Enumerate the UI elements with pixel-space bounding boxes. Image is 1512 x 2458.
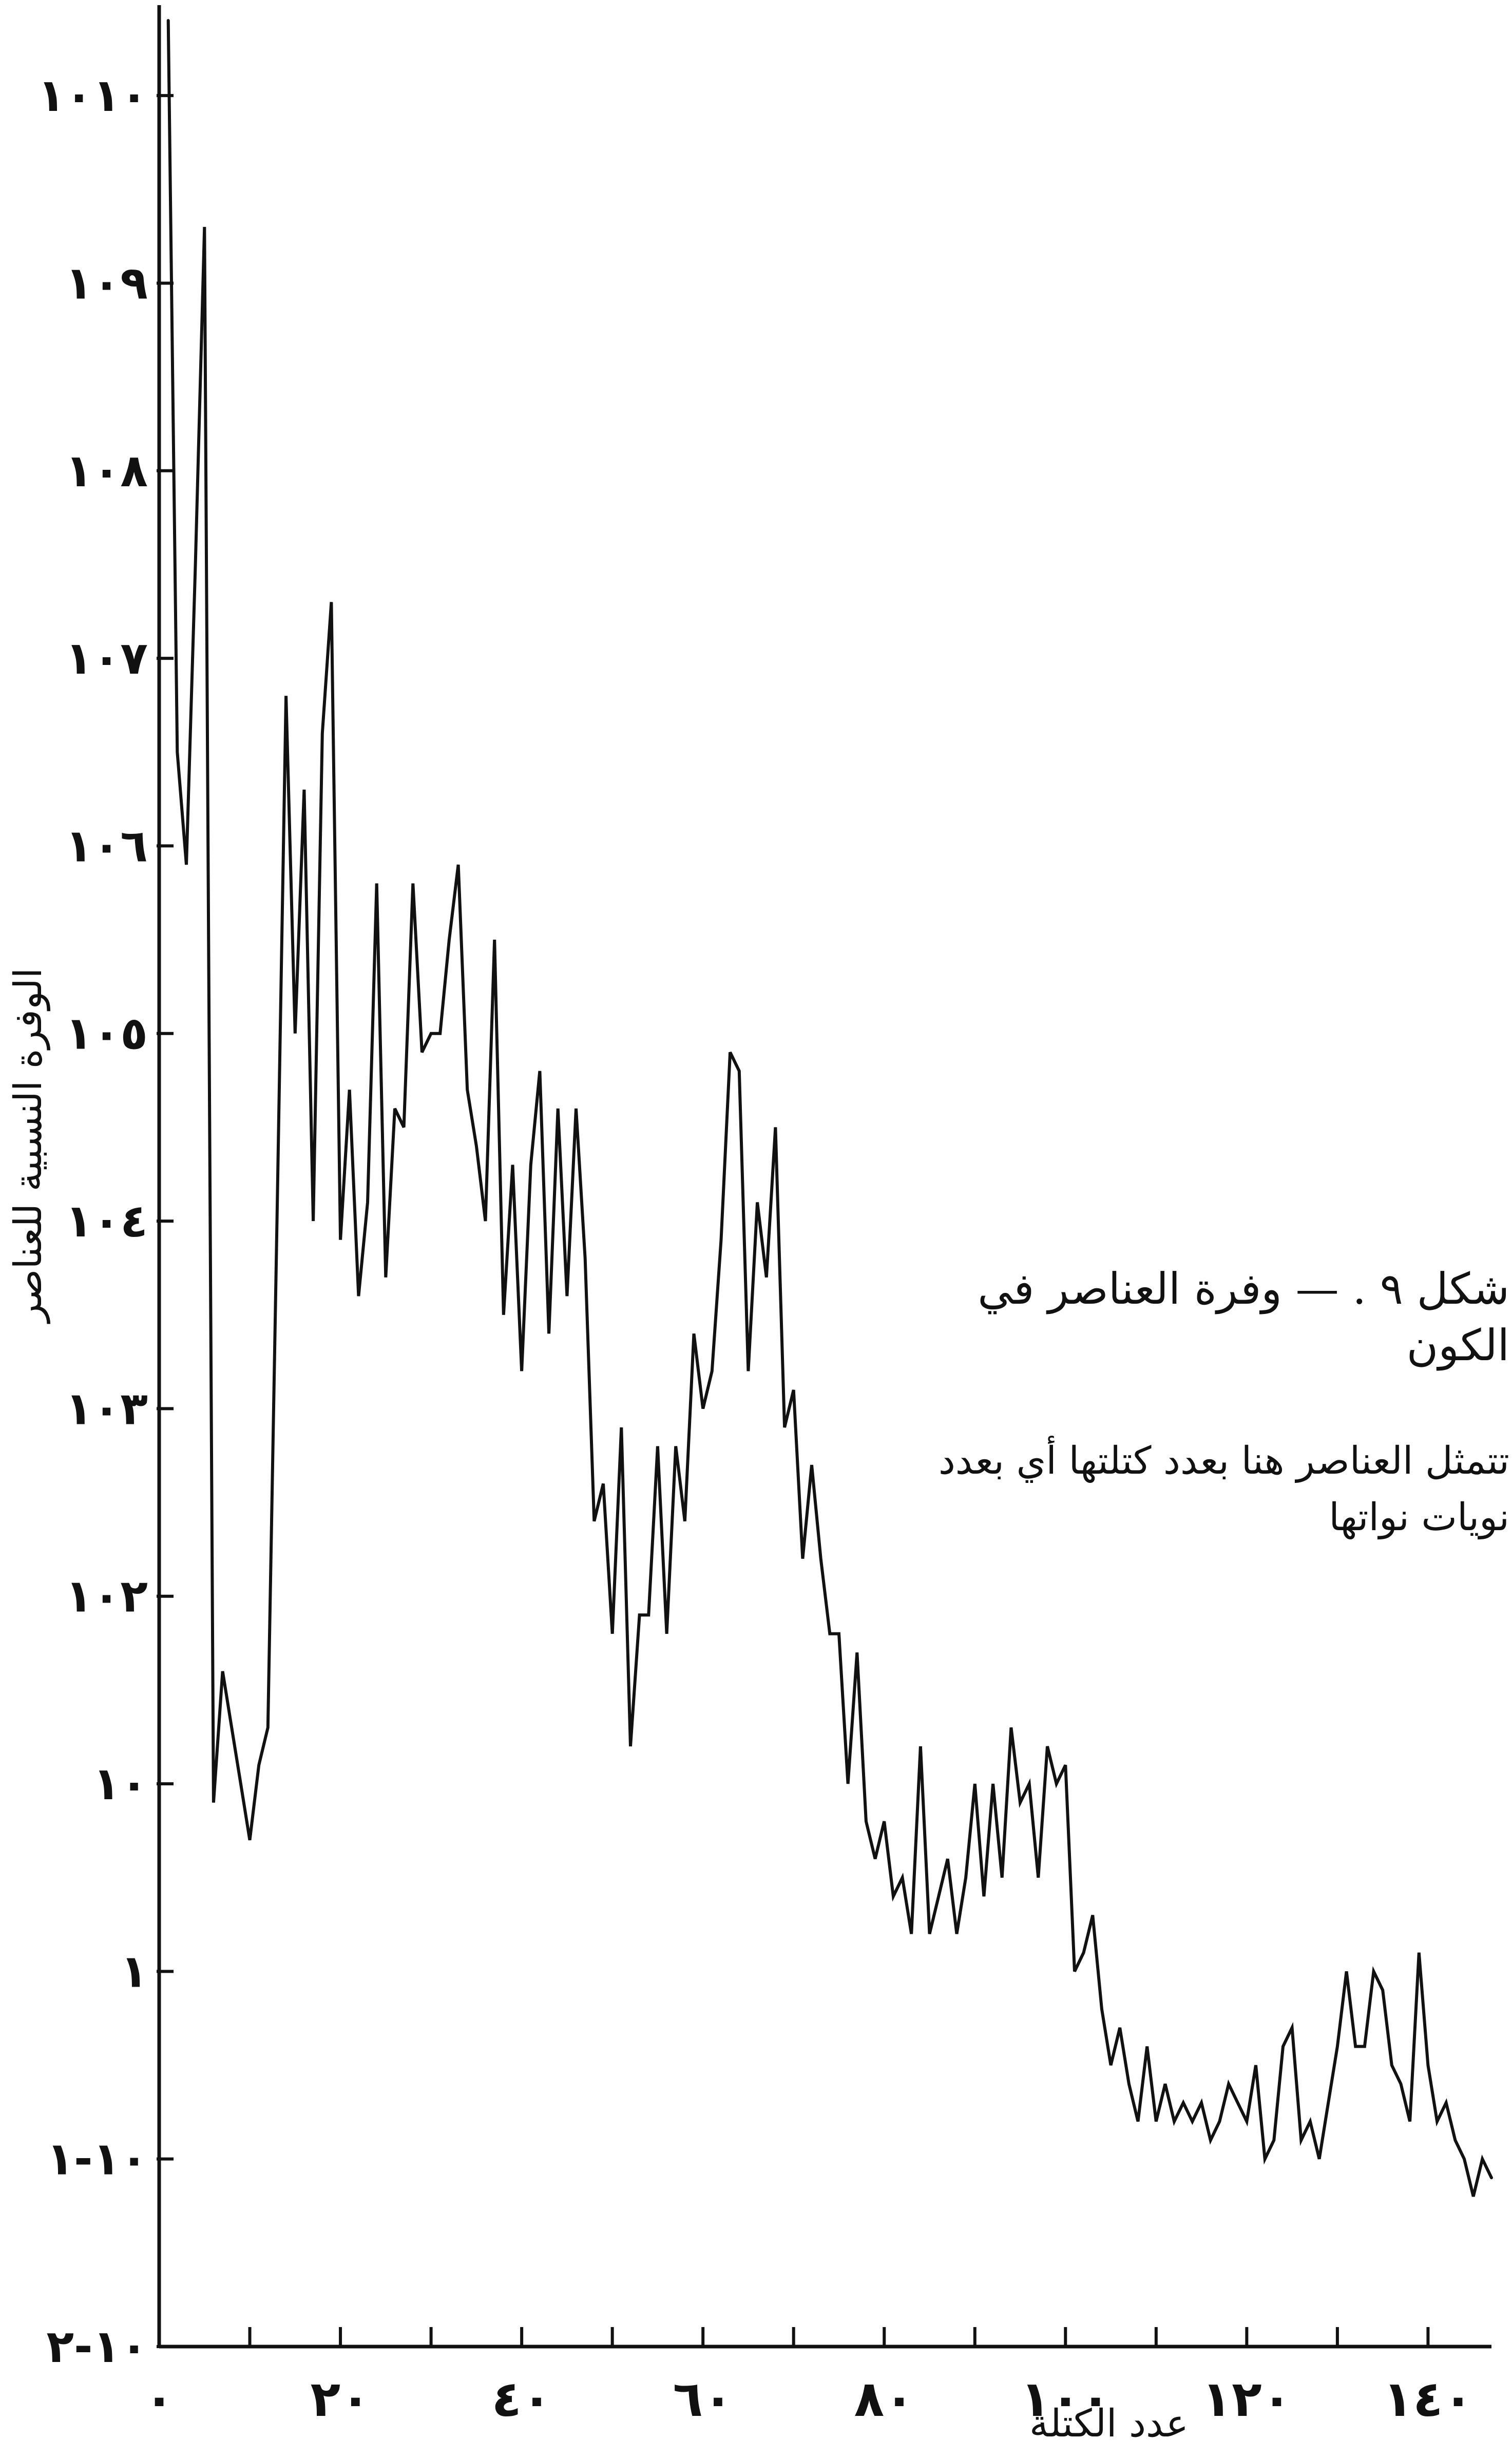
y-tick-label: ١٠-١ (46, 2132, 148, 2185)
x-tick-label: ٦٠ (673, 2370, 733, 2428)
x-tick-label: ٨٠ (854, 2370, 914, 2428)
y-tick-label: ١٠٤ (65, 1194, 148, 1247)
axes-layer (157, 5, 1491, 2349)
y-tick-label: ١٠٥ (65, 1007, 148, 1060)
figure-caption-title: شكل ٩ . — وفرة العناصر في الكون (978, 1264, 1509, 1370)
ticks-layer: ١٠-٢ ١٠-١ ١ ١٠ ١٠٢ ١٠٣ ١٠٤ ١٠٥ ١٠٦ ١٠٧ ١٠٨ ١٠٩ ١٠١٠ ٠… (37, 69, 1473, 2428)
y-tick-label: ١٠٣ (65, 1382, 148, 1435)
series-layer (166, 19, 1493, 2197)
x-tick-label: ١٤٠ (1383, 2370, 1473, 2428)
x-tick-label: ٢٠ (310, 2370, 370, 2428)
x-tick-label: ١٢٠ (1201, 2370, 1292, 2428)
y-tick-label: ١ (120, 1945, 148, 1997)
y-tick-label: ١٠٩ (65, 256, 148, 309)
x-tick-label: ١٠٠ (1020, 2370, 1111, 2428)
x-axis-label: عدد الكتلة (1029, 2402, 1189, 2446)
x-tick-label: ٤٠ (492, 2370, 552, 2428)
y-tick-label: ١٠-٢ (46, 2320, 148, 2373)
y-tick-label: ١٠٨ (65, 444, 148, 497)
x-tick-label: ٠ (144, 2370, 175, 2428)
y-tick-label: ١٠٧ (65, 632, 148, 684)
abundance-series-line (166, 19, 1493, 2197)
y-tick-label: ١٠١٠ (37, 69, 148, 122)
y-tick-label: ١٠٦ (65, 819, 148, 872)
y-tick-label: ١٠ (93, 1757, 148, 1810)
y-tick-label: ١٠٢ (65, 1570, 148, 1623)
y-axis-label: الوفرة النسبية للعناصر (6, 968, 51, 1324)
figure-caption-description: تتمثل العناصر هنا بعدد كتلتها أي بعدد نو… (938, 1439, 1509, 1539)
